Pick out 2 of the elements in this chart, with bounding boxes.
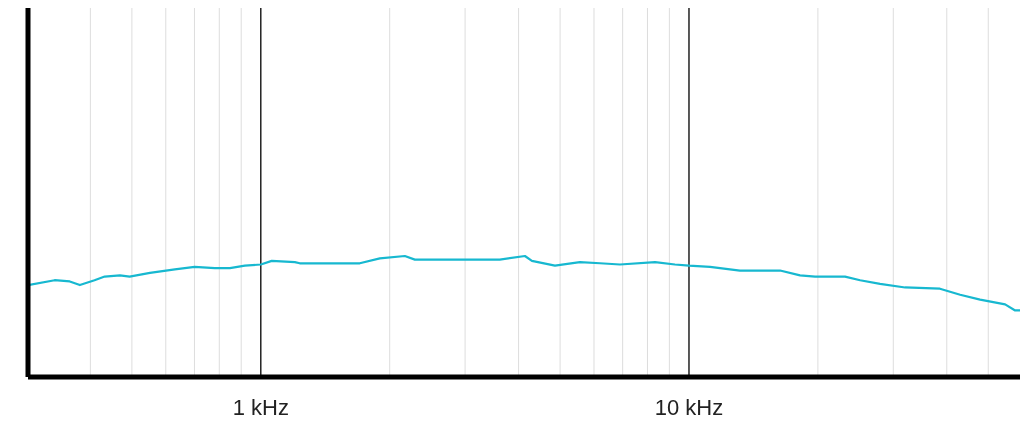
- x-tick-label: 1 kHz: [232, 394, 289, 420]
- x-tick-label: 10 kHz: [654, 394, 724, 420]
